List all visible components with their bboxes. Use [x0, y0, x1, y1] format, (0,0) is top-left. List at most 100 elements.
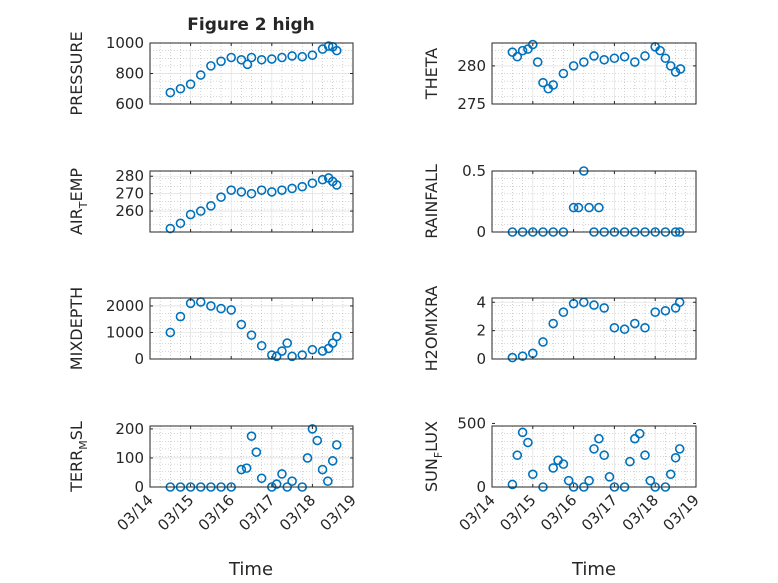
data-point: 03/18 00:00 : 920 [307, 50, 318, 61]
data-point: 03/16 12:00 : 281.3 [589, 51, 599, 61]
data-point: 03/18 15:00 : 300 [674, 444, 685, 454]
data-point: 03/15 00:00 : 282.8 [527, 39, 538, 50]
data-point: 03/17 06:00 : 905 [277, 52, 287, 63]
x-tick-label: 03/17 [578, 491, 621, 534]
data-point: 03/16 09:00 : 0.2 [584, 202, 594, 213]
x-tick-label: 03/18 [276, 491, 319, 534]
data-point: 03/17 15:00 : 420 [634, 428, 645, 439]
data-point: 03/17 06:00 : 45 [277, 469, 287, 479]
data-point: 03/15 06:00 : 1.2 [538, 337, 548, 347]
y-tick-label: 0 [476, 350, 486, 368]
data-point: 03/18 09:00 : 20 [323, 476, 333, 486]
data-point: 03/14 18:00 : 430 [517, 427, 528, 438]
data-point: 03/17 06:00 : 300 [277, 346, 287, 356]
data-point: 03/14 12:00 : 20 [507, 479, 518, 490]
axes-box [491, 42, 697, 105]
x-axis-label-right: Time [571, 559, 616, 580]
data-point: 03/18 15:00 : 850 [331, 331, 342, 342]
y-axis-label: TERRMSL [67, 421, 90, 493]
x-tick-label: 03/19 [660, 491, 703, 534]
data-point: 03/18 15:00 : 275 [331, 180, 342, 190]
data-point: 03/16 12:00 : 900 [246, 330, 257, 340]
axes-box [149, 170, 354, 233]
panel-terr-msl: 03/14 12:00 : 003/14 18:00 : 003/15 00:0… [67, 420, 360, 534]
data-point: 03/15 18:00 : 180 [558, 459, 569, 469]
data-point: 03/18 12:00 : 230 [670, 452, 681, 463]
data-point: 03/14 12:00 : 0.1 [507, 352, 518, 363]
data-point: 03/18 06:00 : 60 [317, 464, 328, 475]
data-point: 03/18 15:00 : 950 [331, 45, 342, 56]
data-point: 03/15 18:00 : 880 [216, 56, 226, 67]
data-point: 03/16 18:00 : 890 [256, 54, 267, 65]
y-tick-label: 270 [115, 185, 144, 203]
data-point: 03/15 00:00 : 258 [185, 209, 196, 220]
panel-air-temp: 03/14 12:00 : 25003/14 18:00 : 25303/15 … [67, 167, 354, 235]
y-tick-label: 0.5 [462, 162, 486, 180]
data-point: 03/18 06:00 : 3.4 [660, 305, 671, 316]
axes-box [149, 425, 354, 488]
data-point: 03/16 06:00 : 60 [236, 464, 247, 475]
data-point: 03/15 03:00 : 280.5 [532, 57, 543, 67]
data-point: 03/15 06:00 : 277.8 [538, 77, 548, 88]
data-point: 03/17 09:00 : 600 [282, 338, 293, 348]
x-tick-label: 03/15 [154, 491, 197, 534]
x-tick-label: 03/14 [456, 491, 499, 534]
data-point: 03/16 09:00 : 65 [241, 463, 252, 473]
data-point: 03/16 18:00 : 30 [256, 473, 267, 484]
data-point: 03/18 00:00 : 350 [307, 344, 318, 355]
data-point: 03/17 00:00 : 895 [266, 54, 277, 64]
data-point: 03/17 21:00 : 100 [302, 453, 313, 463]
data-point: 03/15 12:00 : 2000 [206, 301, 216, 311]
data-point: 03/16 03:00 : 0.2 [573, 202, 584, 213]
y-axis-label: PRESSURE [67, 31, 86, 115]
data-point: 03/15 12:00 : 263 [206, 201, 216, 211]
data-point: 03/17 12:00 : 20 [287, 476, 297, 486]
data-point: 03/17 12:00 : 380 [629, 433, 640, 444]
data-point: 03/14 15:00 : 250 [512, 450, 523, 461]
data-point: 03/15 18:00 : 268 [216, 192, 226, 202]
data-point: 03/16 18:00 : 3.6 [599, 303, 610, 313]
data-point: 03/18 03:00 : 282 [655, 45, 665, 56]
x-tick-label: 03/14 [114, 491, 157, 534]
data-point: 03/17 03:00 : 100 [271, 351, 282, 362]
data-point: 03/14 18:00 : 253 [175, 218, 186, 229]
data-point: 03/16 12:00 : 300 [589, 444, 599, 454]
data-point: 03/16 06:00 : 890 [236, 54, 247, 65]
data-point: 03/16 12:00 : 270 [246, 188, 257, 199]
data-point: 03/18 09:00 : 100 [665, 469, 676, 480]
y-tick-label: 800 [115, 65, 144, 83]
data-point: 03/17 12:00 : 100 [287, 351, 297, 362]
y-axis-label: RAINFALL [422, 164, 441, 239]
data-point: 03/16 06:00 : 1300 [236, 319, 247, 330]
y-tick-label: 0 [476, 478, 486, 496]
data-point: 03/15 00:00 : 100 [527, 469, 538, 480]
axes-box [491, 170, 697, 233]
data-point: 03/14 12:00 : 675 [165, 87, 176, 98]
data-point: 03/18 12:00 : 600 [327, 338, 338, 348]
data-point: 03/18 06:00 : 300 [317, 346, 328, 356]
y-tick-label: 0 [134, 350, 144, 368]
x-tick-label: 03/18 [619, 491, 662, 534]
data-point: 03/15 21:00 : 50 [563, 475, 574, 486]
data-point: 03/17 18:00 : 910 [297, 51, 308, 62]
y-tick-label: 0 [476, 223, 486, 241]
data-point: 03/15 00:00 : 730 [185, 79, 196, 89]
y-axis-label: THETA [422, 48, 441, 100]
data-point: 03/15 12:00 : 850 [206, 61, 216, 71]
panel-theta: 03/14 12:00 : 281.803/14 15:00 : 281.203… [422, 39, 697, 113]
panel-pressure: 03/14 12:00 : 67503/14 18:00 : 70003/15 … [67, 31, 354, 116]
data-point: 03/17 18:00 : 274 [297, 181, 308, 192]
data-point: 03/16 12:00 : 905 [246, 52, 257, 63]
data-point: 03/15 06:00 : 260 [195, 206, 206, 216]
y-tick-label: 200 [115, 420, 144, 438]
y-axis-label: SUNFLUX [422, 421, 445, 492]
data-point: 03/16 00:00 : 280 [568, 61, 579, 71]
axes-box [491, 297, 697, 360]
data-point: 03/15 12:00 : 2.5 [548, 318, 559, 329]
data-point: 03/14 21:00 : 350 [523, 437, 533, 448]
data-point: 03/18 06:00 : 281 [660, 53, 671, 64]
y-tick-label: 4 [476, 293, 486, 311]
data-point: 03/16 18:00 : 250 [599, 450, 610, 461]
data-point: 03/18 15:00 : 145 [331, 440, 342, 450]
data-point: 03/18 12:00 : 90 [327, 456, 338, 466]
